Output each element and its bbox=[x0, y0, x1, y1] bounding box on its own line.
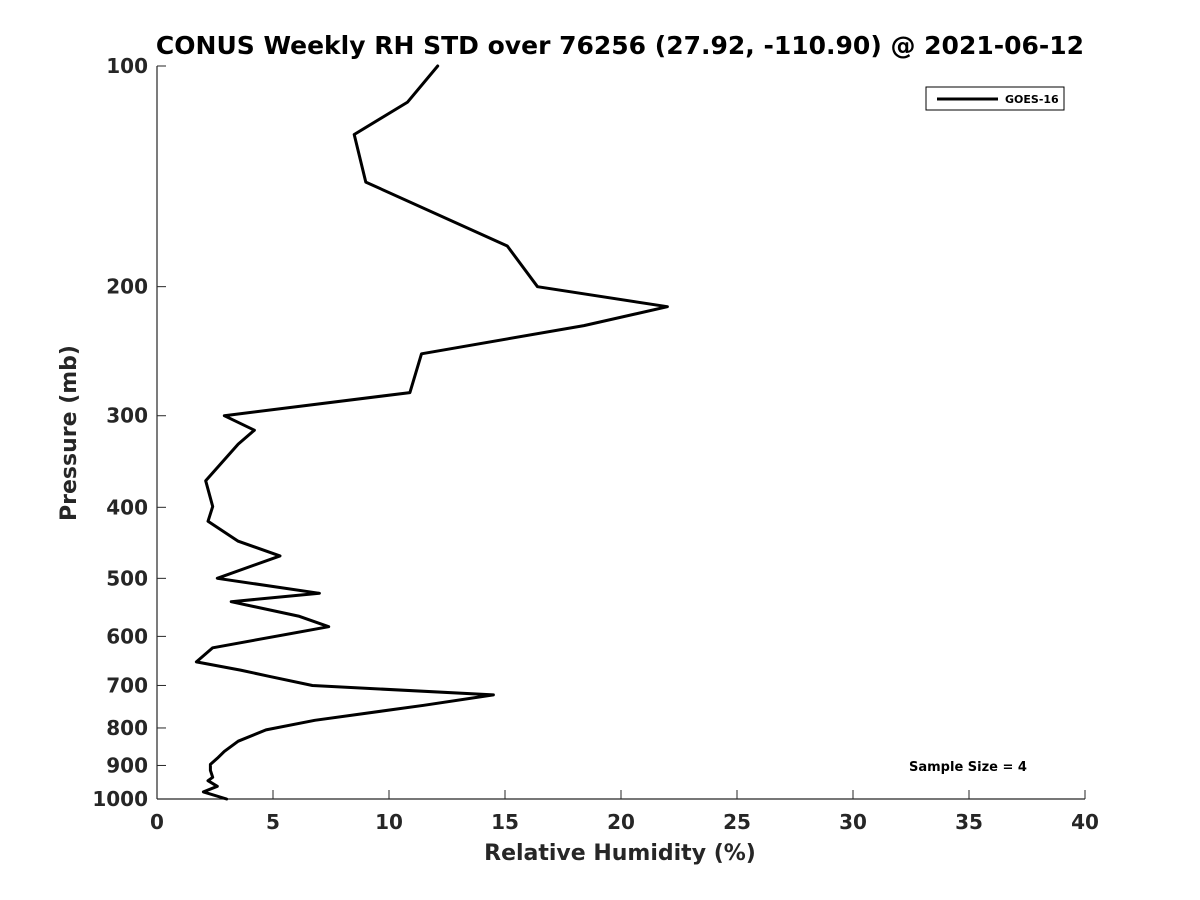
x-tick-label: 25 bbox=[723, 810, 751, 834]
y-tick-label: 400 bbox=[106, 495, 148, 519]
x-tick-label: 10 bbox=[375, 810, 403, 834]
x-axis-ticks: 0 5 10 15 20 25 30 35 40 bbox=[150, 790, 1099, 834]
y-tick-label: 800 bbox=[106, 716, 148, 740]
y-tick-label: 900 bbox=[106, 753, 148, 777]
legend-label-goes-16: GOES-16 bbox=[1005, 93, 1059, 106]
y-tick-label: 600 bbox=[106, 624, 148, 648]
series-layer bbox=[194, 64, 669, 801]
x-axis-label: Relative Humidity (%) bbox=[484, 841, 756, 866]
y-tick-label: 200 bbox=[106, 275, 148, 299]
x-tick-label: 30 bbox=[839, 810, 867, 834]
y-tick-label: 500 bbox=[106, 566, 148, 590]
x-tick-label: 0 bbox=[150, 810, 164, 834]
y-axis-label: Pressure (mb) bbox=[57, 345, 82, 521]
sample-size-annotation: Sample Size = 4 bbox=[909, 760, 1027, 775]
x-tick-label: 20 bbox=[607, 810, 635, 834]
series-line-goes-16 bbox=[194, 64, 669, 801]
chart-title: CONUS Weekly RH STD over 76256 (27.92, -… bbox=[156, 31, 1084, 60]
y-tick-label: 100 bbox=[106, 54, 148, 78]
x-tick-label: 40 bbox=[1071, 810, 1099, 834]
x-tick-label: 35 bbox=[955, 810, 983, 834]
x-tick-label: 15 bbox=[491, 810, 519, 834]
legend: GOES-16 bbox=[925, 86, 1065, 111]
y-tick-label: 1000 bbox=[92, 787, 148, 811]
plot-axes bbox=[156, 66, 1085, 800]
y-axis-ticks: 100 200 300 400 500 600 700 800 900 1000 bbox=[92, 54, 166, 811]
y-tick-label: 700 bbox=[106, 673, 148, 697]
y-tick-label: 300 bbox=[106, 404, 148, 428]
x-tick-label: 5 bbox=[266, 810, 280, 834]
